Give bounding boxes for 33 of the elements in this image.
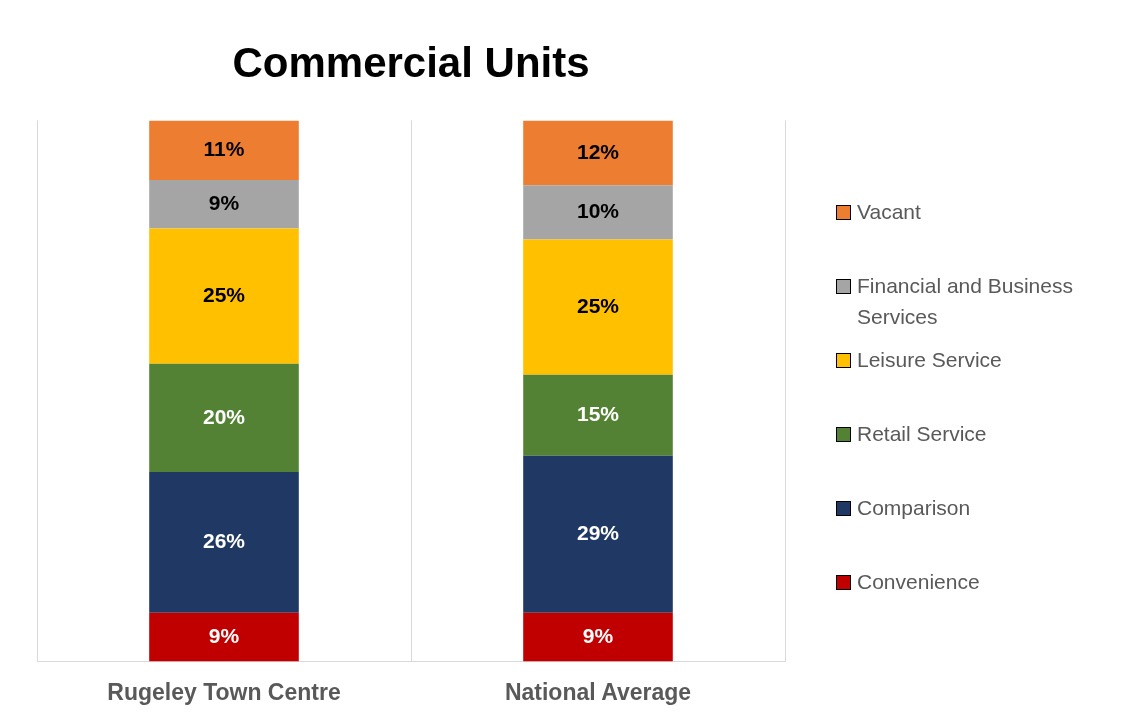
bar [523, 374, 673, 456]
bar [149, 179, 299, 229]
data-label: 9% [582, 623, 614, 647]
legend-label: Leisure Service [857, 347, 1002, 373]
legend-label: Retail Service [857, 421, 987, 447]
data-label: 29% [576, 521, 620, 545]
bar [523, 612, 673, 662]
legend-label: Vacant [857, 199, 921, 225]
data-label: 25% [202, 283, 246, 307]
bar [523, 239, 673, 375]
chart-title: Commercial Units [232, 38, 590, 86]
data-label: 20% [202, 404, 246, 428]
bar [523, 120, 673, 186]
data-label: 25% [576, 293, 620, 317]
legend-label: Convenience [857, 569, 980, 595]
bar [523, 455, 673, 613]
data-label: 15% [576, 402, 620, 426]
data-label: 11% [203, 136, 245, 160]
x-tick-label: National Average [504, 678, 692, 705]
data-label: 26% [202, 529, 246, 553]
data-label: 9% [208, 191, 240, 215]
bar [149, 472, 299, 613]
bar [149, 228, 299, 364]
bar [149, 363, 299, 473]
data-label: 12% [576, 139, 620, 163]
data-label: 9% [208, 623, 240, 647]
bar [149, 120, 299, 180]
bar [523, 185, 673, 240]
bar [149, 612, 299, 662]
data-label: 10% [576, 199, 620, 223]
legend-label: Financial and Business Services [857, 273, 1074, 330]
x-tick-label: Rugeley Town Centre [107, 678, 341, 705]
legend-label: Comparison [857, 495, 971, 521]
